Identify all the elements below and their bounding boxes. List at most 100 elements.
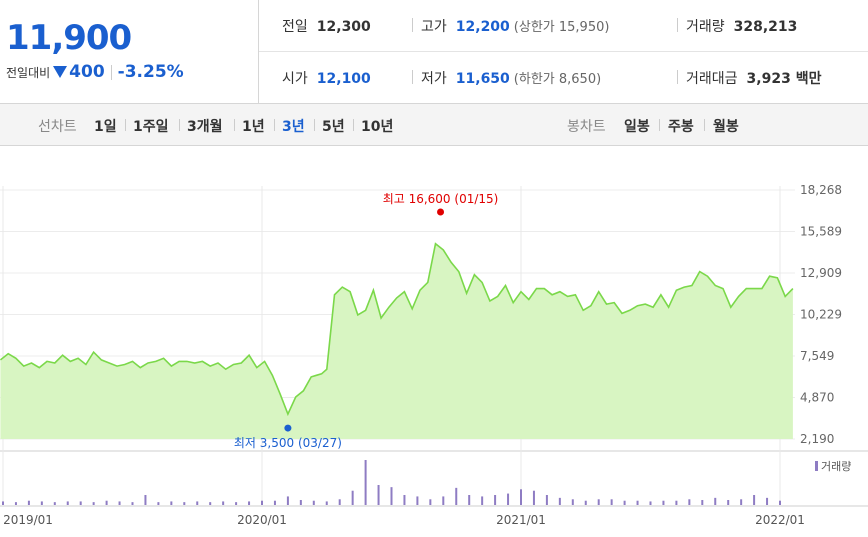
volume-bar — [118, 501, 121, 505]
volume-bar — [571, 499, 574, 505]
tab-1w[interactable]: 1주일 — [133, 119, 169, 135]
volume-bar — [468, 495, 471, 505]
volume-bar — [494, 495, 497, 505]
stat-label: 거래대금 — [686, 71, 738, 87]
volume-bar — [403, 495, 406, 505]
volume-bar — [144, 495, 147, 505]
x-tick-label: 2021/01 — [496, 513, 546, 527]
chart-tab-bar: 선차트 1일 1주일 3개월 1년 3년 5년 10년 봉차트 일봉 주봉 월봉 — [0, 104, 868, 146]
volume-bar — [105, 500, 108, 505]
x-tick-label: 2019/01 — [3, 513, 53, 527]
tab-3y[interactable]: 3년 — [282, 119, 305, 135]
volume-bar — [27, 500, 30, 505]
volume-bar — [92, 502, 95, 505]
volume-bar — [416, 496, 419, 505]
change-label: 전일대비 — [6, 65, 51, 80]
tab-1y[interactable]: 1년 — [242, 119, 265, 135]
volume-bar — [740, 499, 743, 505]
volume-bar — [222, 501, 225, 505]
volume-legend-swatch — [815, 461, 818, 471]
tab-1d[interactable]: 1일 — [94, 119, 117, 135]
volume-bar — [507, 493, 510, 505]
tab-divider — [314, 119, 315, 131]
stat-label: 거래량 — [686, 19, 725, 35]
tab-5y[interactable]: 5년 — [322, 119, 345, 135]
y-axis-ticks: 18,268 15,589 12,909 10,229 7,549 4,870 2,190 — [800, 183, 842, 446]
stats-row-divider — [259, 51, 868, 52]
stat-sub: (하한가 8,650) — [513, 72, 602, 87]
stat-label: 고가 — [421, 19, 447, 35]
change-divider — [110, 64, 112, 80]
tab-3m[interactable]: 3개월 — [187, 119, 223, 135]
volume-bar — [688, 499, 691, 505]
volume-legend: 거래량 — [821, 460, 851, 473]
tab-daily[interactable]: 일봉 — [624, 119, 650, 135]
stat-value: 12,200 — [455, 19, 510, 35]
y-tick-label: 10,229 — [800, 308, 842, 322]
volume-bar — [79, 501, 82, 505]
volume-bar — [131, 502, 134, 505]
volume-bar — [558, 497, 561, 505]
volume-bar — [338, 499, 341, 505]
volume-bar — [779, 500, 781, 505]
volume-bar — [429, 499, 432, 505]
volume-bar — [183, 502, 186, 505]
y-tick-label: 2,190 — [800, 432, 834, 446]
y-tick-label: 15,589 — [800, 225, 842, 239]
stat-trade-amount: 거래대금 3,923 백만 — [686, 68, 821, 88]
stat-value: 3,923 백만 — [746, 71, 822, 87]
stat-label: 저가 — [421, 71, 447, 87]
volume-bar — [157, 502, 160, 505]
volume-bar — [442, 496, 445, 505]
y-tick-label: 18,268 — [800, 183, 842, 197]
volume-bar — [40, 501, 43, 505]
volume-bars — [2, 460, 781, 505]
volume-bar — [286, 496, 289, 505]
y-tick-label: 12,909 — [800, 266, 842, 280]
price-line — [0, 242, 794, 417]
volume-bar — [53, 502, 56, 505]
tab-divider — [353, 119, 354, 131]
volume-bar — [235, 502, 238, 505]
volume-bar — [766, 497, 769, 505]
volume-bar — [390, 487, 393, 505]
change-percent: -3.25% — [117, 62, 184, 82]
volume-bar — [545, 495, 548, 505]
down-triangle-icon — [53, 66, 68, 78]
tab-weekly[interactable]: 주봉 — [668, 119, 694, 135]
min-annotation: 최저 3,500 (03/27) — [234, 436, 342, 450]
price-area-fill — [0, 243, 793, 439]
stat-value: 11,650 — [455, 71, 510, 87]
current-price: 11,900 — [6, 18, 132, 58]
volume-bar — [701, 500, 704, 505]
divider — [412, 70, 413, 84]
volume-bar — [170, 501, 173, 505]
volume-bar — [727, 500, 730, 505]
x-tick-label: 2022/01 — [755, 513, 805, 527]
tab-monthly[interactable]: 월봉 — [713, 119, 739, 135]
min-marker — [284, 424, 292, 432]
stat-open: 시가 12,100 — [282, 68, 371, 88]
stat-volume: 거래량 328,213 — [686, 16, 797, 36]
volume-bar — [66, 501, 69, 505]
volume-bar — [481, 496, 484, 505]
volume-bar — [248, 501, 251, 505]
volume-bar — [273, 500, 276, 505]
x-axis-ticks: 2019/01 2020/01 2021/01 2022/01 — [3, 513, 805, 527]
stat-label: 전일 — [282, 19, 308, 35]
volume-bar — [532, 490, 535, 505]
volume-bar — [196, 501, 199, 505]
volume-bar — [351, 490, 354, 505]
stat-value: 12,300 — [316, 19, 371, 35]
max-annotation: 최고 16,600 (01/15) — [383, 192, 499, 206]
divider — [412, 18, 413, 32]
price-chart: 18,26815,58912,90910,2297,5494,8702,190 … — [0, 183, 868, 527]
tab-divider — [704, 119, 705, 131]
tab-divider — [274, 119, 275, 131]
tab-10y[interactable]: 10년 — [361, 119, 394, 135]
volume-bar — [364, 460, 367, 505]
volume-bar — [753, 495, 756, 505]
volume-bar — [209, 502, 212, 505]
volume-bar — [714, 497, 717, 505]
x-tick-label: 2020/01 — [237, 513, 287, 527]
